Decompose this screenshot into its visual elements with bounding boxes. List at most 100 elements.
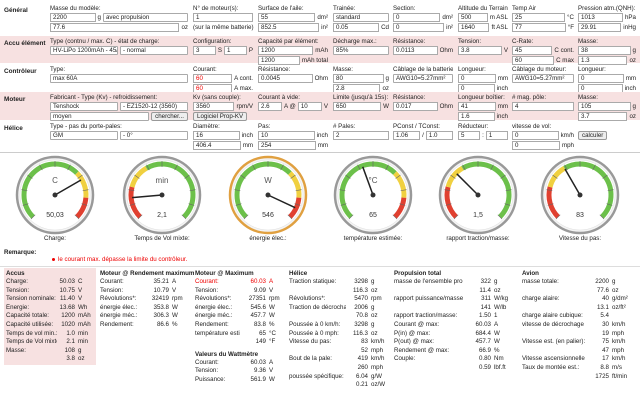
field-label: Configuration: bbox=[193, 38, 232, 45]
dropdown[interactable]: standard bbox=[333, 13, 389, 22]
text-input[interactable]: 0 bbox=[512, 141, 560, 150]
dropdown[interactable]: AWG10=5.27mm² bbox=[393, 74, 453, 83]
text-input[interactable]: 2.6 bbox=[258, 102, 283, 111]
text-input[interactable]: 80 bbox=[333, 74, 384, 83]
gauge-hub bbox=[577, 192, 583, 198]
text-input[interactable]: 25 bbox=[512, 13, 566, 22]
text-input[interactable]: 1.3 bbox=[578, 56, 628, 65]
gauge-value: 83 bbox=[576, 212, 584, 219]
text-input[interactable]: 3560 bbox=[193, 102, 235, 111]
result-row: 1725 ft/min bbox=[522, 373, 638, 382]
text-input[interactable]: 0.017 bbox=[393, 102, 438, 111]
text-input[interactable]: 1.0 bbox=[425, 131, 454, 140]
text-input[interactable]: 10 bbox=[258, 131, 315, 140]
dropdown[interactable]: moyen bbox=[50, 112, 150, 121]
text-input[interactable]: 45 bbox=[512, 46, 553, 55]
dropdown[interactable]: GM bbox=[50, 131, 118, 140]
text-input[interactable]: 77.6 bbox=[50, 23, 180, 32]
text-input[interactable]: 3.8 bbox=[458, 46, 502, 55]
unit-label: inch bbox=[624, 85, 636, 92]
text-input[interactable]: 0 bbox=[458, 74, 496, 83]
dropdown[interactable]: AWG10=5.27mm² bbox=[512, 74, 574, 83]
result-row: énergie élec.: 353.8 W bbox=[100, 304, 190, 313]
gauge-zone bbox=[75, 197, 89, 219]
text-input[interactable]: 2200 bbox=[50, 13, 96, 22]
dropdown[interactable]: - 0° bbox=[120, 131, 188, 140]
text-input[interactable]: 1.6 bbox=[458, 112, 495, 121]
text-input[interactable]: 2 bbox=[333, 131, 389, 140]
result-value: 17 bbox=[602, 355, 609, 363]
text-input[interactable]: 16 bbox=[193, 131, 240, 140]
text-input[interactable]: 1 bbox=[224, 46, 247, 55]
result-label bbox=[394, 287, 463, 296]
unit-label: mm bbox=[497, 75, 508, 82]
result-row: Temps de Vol mixte: 2.1 min bbox=[6, 338, 94, 347]
text-input[interactable]: 105 bbox=[578, 102, 631, 111]
dropdown[interactable]: max 60A bbox=[50, 74, 188, 83]
text-input[interactable]: 60 bbox=[512, 56, 555, 65]
field-label: Câblage de la batterie: bbox=[393, 66, 453, 73]
text-input[interactable]: 0.0045 bbox=[258, 74, 313, 83]
text-input[interactable]: 254 bbox=[258, 141, 316, 150]
text-input[interactable]: 1 bbox=[485, 131, 509, 140]
field-label: Masse du modèle: bbox=[50, 5, 101, 12]
dropdown[interactable]: - EZ1520-12 (3560) bbox=[120, 102, 188, 111]
text-input[interactable]: 38 bbox=[578, 46, 631, 55]
field-line: 0.0113 Ohm bbox=[393, 46, 453, 55]
button[interactable]: Logiciel Prop-KV bbox=[193, 112, 248, 121]
text-input[interactable]: 0 bbox=[393, 13, 441, 22]
text-input[interactable]: 55 bbox=[258, 13, 316, 22]
result-title: Accus bbox=[6, 270, 25, 277]
result-row: 149 °F bbox=[195, 338, 283, 347]
field-line: (sur la même batterie) bbox=[193, 23, 254, 32]
field-line: 2.6 A @10 V bbox=[258, 102, 328, 111]
result-label: poussée spécifique: bbox=[289, 372, 344, 380]
result-label: Temps de vol min.: bbox=[6, 329, 57, 337]
dropdown[interactable]: - normal bbox=[120, 46, 188, 55]
text-input[interactable]: 3.7 bbox=[578, 112, 628, 121]
result-unit: mAh bbox=[78, 320, 91, 328]
field-line: AWG10=5.27mm² bbox=[393, 74, 453, 83]
result-row: 77.6 oz bbox=[522, 287, 638, 296]
text-input[interactable]: 1200 bbox=[258, 46, 314, 55]
result-row: P(out) @ max: 457.7 W bbox=[394, 338, 516, 347]
text-input[interactable]: 0.0113 bbox=[393, 46, 438, 55]
button[interactable]: chercher... bbox=[151, 112, 188, 121]
dropdown[interactable]: HV-LiPo 1200mAh - 45/60C bbox=[50, 46, 118, 55]
text-input[interactable]: 10 bbox=[297, 102, 322, 111]
unit-label: m ASL bbox=[489, 14, 508, 21]
text-input[interactable]: 0 bbox=[393, 23, 445, 32]
text-input[interactable]: 500 bbox=[458, 13, 488, 22]
text-input[interactable]: 1 bbox=[193, 13, 253, 22]
gauge-tick bbox=[67, 164, 71, 171]
text-input[interactable]: 29.91 bbox=[578, 23, 622, 32]
gauge-tick bbox=[462, 164, 466, 171]
text-input[interactable]: 1.06 bbox=[393, 131, 421, 140]
text-input[interactable]: 406.4 bbox=[193, 141, 241, 150]
text-input[interactable]: 60 bbox=[193, 74, 233, 83]
text-input[interactable]: 0 bbox=[512, 131, 559, 140]
text-input[interactable]: 1200 bbox=[258, 56, 300, 65]
field: Tension: 3.8 V bbox=[458, 38, 508, 55]
text-input[interactable]: 1640 bbox=[458, 23, 490, 32]
text-input[interactable]: 0.05 bbox=[333, 23, 380, 32]
result-label: Courant: bbox=[195, 358, 219, 366]
field-line: 1.3 oz bbox=[578, 56, 636, 65]
text-input[interactable]: 1013 bbox=[578, 13, 623, 22]
result-value: 13.68 bbox=[59, 303, 75, 311]
button[interactable]: calculer bbox=[578, 131, 608, 140]
text-input[interactable]: 3 bbox=[193, 46, 216, 55]
result-unit: km/h bbox=[612, 355, 626, 363]
result-value: 70.8 bbox=[355, 312, 368, 320]
result-unit: A bbox=[269, 278, 274, 285]
text-input[interactable]: 852.5 bbox=[258, 23, 320, 32]
text-input[interactable]: 77 bbox=[512, 23, 566, 32]
dropdown[interactable]: Tenshock bbox=[50, 102, 118, 111]
dropdown[interactable]: 85% bbox=[333, 46, 389, 55]
text-input[interactable]: 650 bbox=[333, 102, 382, 111]
text-input[interactable]: 41 bbox=[458, 102, 496, 111]
text-input[interactable]: 4 bbox=[512, 102, 574, 111]
text-input[interactable]: 5 bbox=[458, 131, 481, 140]
text-input[interactable]: 0 bbox=[578, 74, 624, 83]
dropdown[interactable]: avec propulsion bbox=[102, 13, 188, 22]
